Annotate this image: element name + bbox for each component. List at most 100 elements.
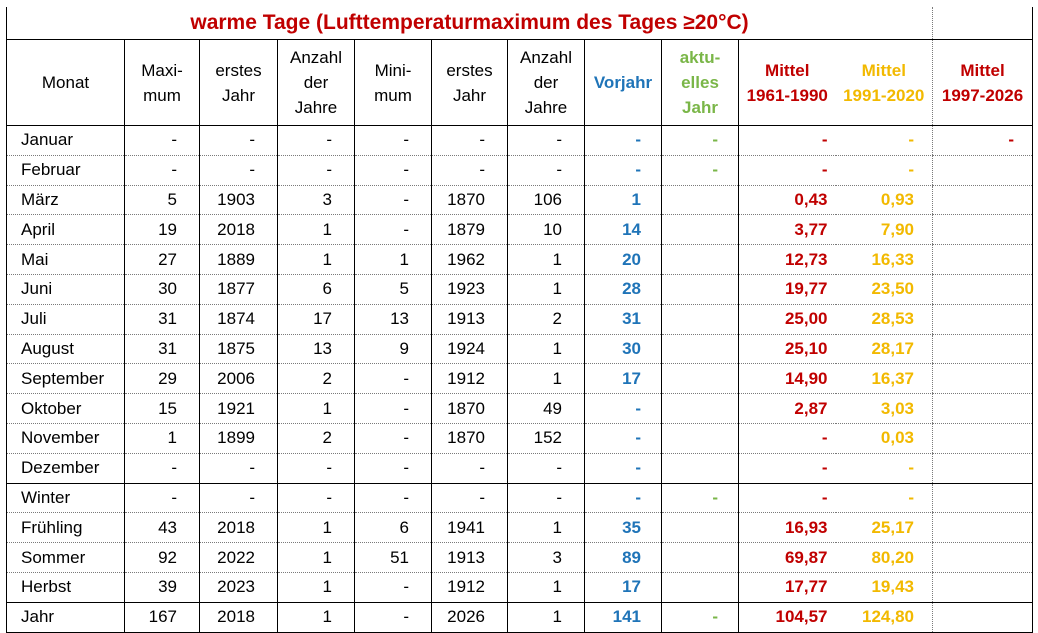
- cell-erstes-jahr-max: -: [199, 125, 278, 156]
- cell-minimum: -: [354, 572, 432, 603]
- cell-mittel-1997-2026: [932, 572, 1034, 603]
- cell-monat: Juni: [6, 274, 125, 305]
- header-minimum: Mini-mum: [354, 39, 432, 126]
- header-erstes-jahr-min: erstes Jahr: [431, 39, 508, 126]
- cell-minimum: -: [354, 363, 432, 395]
- cell-monat: Januar: [6, 125, 125, 156]
- cell-mittel-1991-2020: -: [835, 482, 933, 514]
- cell-anzahl-min: -: [507, 453, 585, 484]
- cell-vorjahr: 31: [584, 304, 662, 335]
- cell-mittel-1961-1990: -: [738, 482, 836, 514]
- cell-monat: März: [6, 185, 125, 216]
- cell-minimum: -: [354, 393, 432, 424]
- cell-vorjahr: 14: [584, 214, 662, 246]
- cell-aktuell: [661, 274, 739, 305]
- header-mittel-1997-2026-line: Mittel: [960, 60, 1005, 80]
- cell-erstes-jahr-max: 2018: [199, 214, 278, 246]
- cell-mittel-1997-2026: [932, 185, 1034, 216]
- cell-maximum: 43: [124, 512, 200, 544]
- cell-maximum: 15: [124, 393, 200, 424]
- table-row: Jahr 167 2018 1-2026 1 141-104,57 124,80: [6, 601, 1034, 633]
- cell-monat: September: [6, 363, 125, 395]
- header-anzahl-jahre-max-line: Jahre: [294, 98, 338, 117]
- cell-vorjahr: -: [584, 155, 662, 186]
- cell-mittel-1991-2020: 25,17: [835, 512, 933, 544]
- header-erstes-jahr-max-line: Jahr: [221, 85, 256, 105]
- cell-anzahl-max: -: [277, 155, 355, 186]
- cell-minimum: -: [354, 423, 432, 454]
- table-row: Oktober 15 1921 1-1870 49-2,87 3,03: [6, 393, 1034, 424]
- cell-erstes-jahr-max: 1921: [199, 393, 278, 424]
- cell-mittel-1997-2026: [932, 393, 1034, 424]
- cell-maximum: 1: [124, 423, 200, 454]
- header-minimum-line: mum: [374, 85, 412, 105]
- warm-days-table-sheet: warme Tage (Lufttemperaturmaximum des Ta…: [5, 7, 1034, 633]
- cell-anzahl-max: 1: [277, 214, 355, 246]
- cell-erstes-jahr-min: -: [431, 482, 508, 514]
- cell-anzahl-max: 1: [277, 512, 355, 544]
- cell-monat: Juli: [6, 304, 125, 335]
- table-row: September 29 2006 2-1912 1 17 14,90 16,37: [6, 363, 1034, 395]
- header-monat: Monat: [6, 39, 125, 126]
- cell-mittel-1961-1990: 2,87: [738, 393, 836, 424]
- cell-mittel-1961-1990: 16,93: [738, 512, 836, 544]
- cell-mittel-1991-2020: 124,80: [835, 601, 933, 633]
- cell-mittel-1997-2026: -: [932, 125, 1034, 156]
- cell-erstes-jahr-max: 2018: [199, 601, 278, 633]
- header-anzahl-jahre-min-line: Jahre: [524, 98, 568, 117]
- cell-mittel-1991-2020: 28,17: [835, 334, 933, 365]
- header-mittel-1991-2020-line: Mittel: [861, 60, 906, 80]
- header-maximum-line: Maxi-: [141, 60, 183, 80]
- cell-anzahl-min: 152: [507, 423, 585, 454]
- cell-anzahl-min: -: [507, 125, 585, 156]
- table-row: Sommer 92 2022 1 51 1913 3 89 69,87 80,20: [6, 542, 1034, 573]
- table-row: Winter - - - - - - - - - -: [6, 482, 1034, 514]
- cell-mittel-1991-2020: 3,03: [835, 393, 933, 424]
- cell-maximum: -: [124, 125, 200, 156]
- cell-mittel-1997-2026: [932, 482, 1034, 514]
- cell-vorjahr: 89: [584, 542, 662, 573]
- header-anzahl-jahre-min-line: Anzahl: [520, 48, 572, 67]
- cell-monat: Sommer: [6, 542, 125, 573]
- cell-anzahl-max: 6: [277, 274, 355, 305]
- cell-aktuell: -: [661, 125, 739, 156]
- cell-anzahl-max: 2: [277, 423, 355, 454]
- cell-anzahl-max: 1: [277, 244, 355, 275]
- header-aktuelles-jahr-line: Jahr: [682, 98, 718, 117]
- header-mittel-1997-2026: Mittel 1997-2026: [932, 39, 1034, 126]
- cell-anzahl-min: 1: [507, 274, 585, 305]
- header-mittel-1961-1990: Mittel 1961-1990: [738, 39, 836, 126]
- cell-erstes-jahr-min: 1941: [431, 512, 508, 544]
- cell-erstes-jahr-min: 1962: [431, 244, 508, 275]
- cell-erstes-jahr-min: -: [431, 155, 508, 186]
- cell-mittel-1961-1990: -: [738, 155, 836, 186]
- cell-erstes-jahr-max: 1903: [199, 185, 278, 216]
- cell-monat: Februar: [6, 155, 125, 186]
- cell-vorjahr: -: [584, 482, 662, 514]
- cell-monat: Frühling: [6, 512, 125, 544]
- warm-days-table: warme Tage (Lufttemperaturmaximum des Ta…: [5, 7, 1034, 633]
- table-row: Juli 31 1874 17 13 1913 2 31 25,00 28,53: [6, 304, 1034, 335]
- header-aktuelles-jahr-line: aktu-: [679, 48, 721, 67]
- cell-mittel-1961-1990: -: [738, 423, 836, 454]
- cell-erstes-jahr-min: 1924: [431, 334, 508, 365]
- cell-mittel-1991-2020: 7,90: [835, 214, 933, 246]
- cell-maximum: -: [124, 482, 200, 514]
- cell-maximum: 19: [124, 214, 200, 246]
- cell-minimum: 13: [354, 304, 432, 335]
- table-title: warme Tage (Lufttemperaturmaximum des Ta…: [5, 7, 933, 40]
- cell-mittel-1961-1990: 14,90: [738, 363, 836, 395]
- cell-maximum: 30: [124, 274, 200, 305]
- table-row: August 31 1875 13 9 1924 1 30 25,10 28,17: [6, 334, 1034, 365]
- cell-erstes-jahr-max: -: [199, 155, 278, 186]
- cell-mittel-1997-2026: [932, 334, 1034, 365]
- header-maximum-line: mum: [143, 85, 181, 105]
- cell-monat: Dezember: [6, 453, 125, 484]
- cell-aktuell: [661, 542, 739, 573]
- cell-minimum: 6: [354, 512, 432, 544]
- cell-vorjahr: 35: [584, 512, 662, 544]
- header-erstes-jahr-min-line: erstes: [446, 60, 493, 80]
- cell-minimum: 1: [354, 244, 432, 275]
- cell-aktuell: -: [661, 155, 739, 186]
- cell-mittel-1961-1990: 0,43: [738, 185, 836, 216]
